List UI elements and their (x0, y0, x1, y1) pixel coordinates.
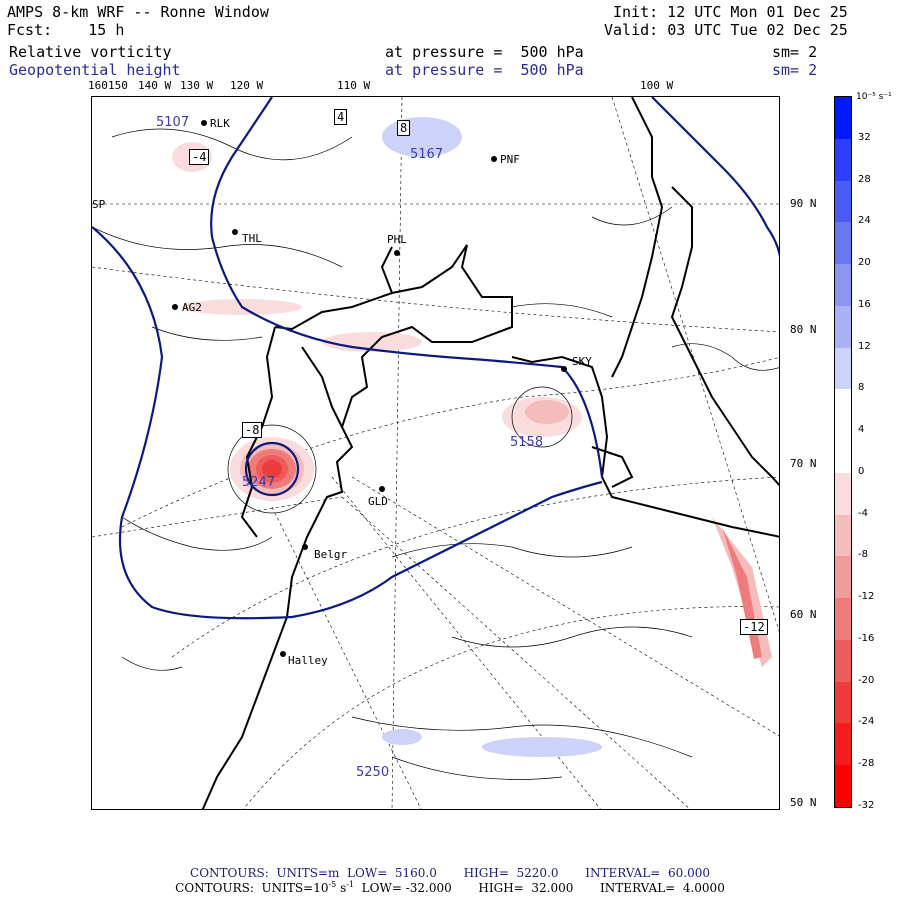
lat-label-60n: 60 N (790, 608, 817, 621)
field1-level: at pressure = 500 hPa (385, 43, 584, 61)
contour-label-neg4: -4 (189, 149, 210, 165)
height-label-5158: 5158 (510, 435, 544, 450)
field1-smoothing: sm= 2 (772, 43, 818, 61)
height-label-5250: 5250 (356, 765, 390, 780)
colorbar-tick-label: -8 (858, 549, 868, 561)
colorbar-segment (835, 639, 851, 683)
colorbar-tick-label: 12 (858, 340, 871, 352)
colorbar-tick-label: 4 (858, 424, 865, 436)
init-time: Init: 12 UTC Mon 01 Dec 25 (613, 3, 848, 21)
lon-label-150: 150 (108, 79, 128, 92)
station-markers (172, 120, 567, 657)
footer-units-seconds: s (336, 881, 347, 895)
colorbar-segment (835, 514, 851, 557)
height-label-5167: 5167 (410, 147, 444, 162)
forecast-label-text: Fcst: (7, 21, 53, 39)
lon-label-100w: 100 W (640, 79, 674, 92)
forecast-label: Fcst: 15 h (7, 22, 124, 39)
station-label-sp: SP (92, 198, 106, 211)
height-contours (92, 97, 779, 620)
contour-label-8: 8 (397, 120, 411, 136)
station-label-halley: Halley (288, 654, 328, 667)
colorbar-tick-label: -28 (858, 758, 875, 770)
colorbar-tick-label: 16 (858, 298, 871, 310)
colorbar-tick-label: -32 (858, 800, 875, 811)
colorbar-segment (835, 723, 851, 766)
colorbar-unit: 10⁻⁵ s⁻¹ (856, 92, 892, 102)
height-label-5107: 5107 (156, 115, 190, 130)
height-label-5247: 5247 (242, 475, 276, 490)
colorbar-tick-label: 20 (858, 257, 871, 269)
vorticity-contours (92, 128, 779, 780)
lon-label-160: 160 (88, 79, 108, 92)
station-label-rlk: RLK (210, 117, 230, 130)
lon-label-130w: 130 W (180, 79, 214, 92)
colorbar-segment (835, 472, 851, 516)
colorbar-segment (835, 431, 851, 474)
map-svg (92, 97, 779, 809)
colorbar-segment (835, 347, 851, 390)
colorbar-tick-label: 0 (858, 465, 865, 477)
station-label-phl: PHL (387, 233, 407, 246)
colorbar-tick-label: -20 (858, 674, 875, 686)
footer-units-inverse: -1 (346, 880, 355, 889)
station-label-thl: THL (242, 232, 262, 245)
lat-label-80n: 80 N (790, 323, 817, 336)
footer-units: CONTOURS: UNITS=10 (175, 881, 329, 895)
map-panel[interactable]: RLK PNF THL PHL AG2 SKY GLD Belgr Halley… (91, 96, 780, 810)
colorbar (834, 96, 852, 808)
colorbar-segment (835, 556, 851, 599)
contour-label-neg12: -12 (740, 619, 768, 635)
lon-label-120w: 120 W (230, 79, 264, 92)
colorbar-tick-label: 24 (858, 215, 871, 227)
footer-range: LOW= -32.000 HIGH= 32.000 INTERVAL= 4.00… (354, 881, 725, 895)
colorbar-segment (835, 264, 851, 307)
graticule (92, 97, 779, 809)
colorbar-tick-label: -4 (858, 507, 868, 519)
station-label-ag2: AG2 (182, 301, 202, 314)
station-label-sky: SKY (572, 355, 592, 368)
colorbar-tick-label: -24 (858, 716, 875, 728)
lon-label-110w: 110 W (337, 79, 371, 92)
colorbar-tick-label: 8 (858, 382, 865, 394)
colorbar-segment (835, 97, 851, 140)
field2-level: at pressure = 500 hPa (385, 61, 584, 79)
footer-vorticity-contours: CONTOURS: UNITS=10-5 s-1 LOW= -32.000 HI… (0, 880, 900, 895)
field1-name: Relative vorticity (9, 43, 172, 61)
coastline (201, 97, 779, 809)
footer-units-exponent: -5 (328, 880, 337, 889)
station-label-pnf: PNF (500, 153, 520, 166)
colorbar-segment (835, 765, 851, 808)
lon-label-140w: 140 W (138, 79, 172, 92)
lat-label-70n: 70 N (790, 457, 817, 470)
colorbar-segment (835, 138, 851, 181)
lat-label-90n: 90 N (790, 197, 817, 210)
station-label-belgr: Belgr (314, 548, 348, 561)
colorbar-segment (835, 389, 851, 432)
contour-label-4: 4 (334, 109, 348, 125)
lat-label-50n: 50 N (790, 796, 817, 809)
colorbar-tick-label: 32 (858, 131, 871, 143)
colorbar-tick-label: -16 (858, 632, 875, 644)
valid-time: Valid: 03 UTC Tue 02 Dec 25 (604, 21, 848, 39)
footer-height-contours: CONTOURS: UNITS=m LOW= 5160.0 HIGH= 5220… (190, 866, 710, 880)
colorbar-segment (835, 180, 851, 223)
contour-label-neg8: -8 (242, 422, 263, 438)
colorbar-tick-label: 28 (858, 173, 871, 185)
colorbar-segment (835, 681, 851, 724)
map-title: AMPS 8-km WRF -- Ronne Window (7, 3, 269, 21)
station-label-gld: GLD (368, 495, 388, 508)
colorbar-tick-label: -12 (858, 591, 875, 603)
field2-name: Geopotential height (9, 61, 181, 79)
colorbar-segment (835, 222, 851, 265)
colorbar-segment (835, 305, 851, 349)
field2-smoothing: sm= 2 (772, 61, 818, 79)
colorbar-segment (835, 598, 851, 641)
forecast-hour: 15 h (88, 21, 125, 39)
